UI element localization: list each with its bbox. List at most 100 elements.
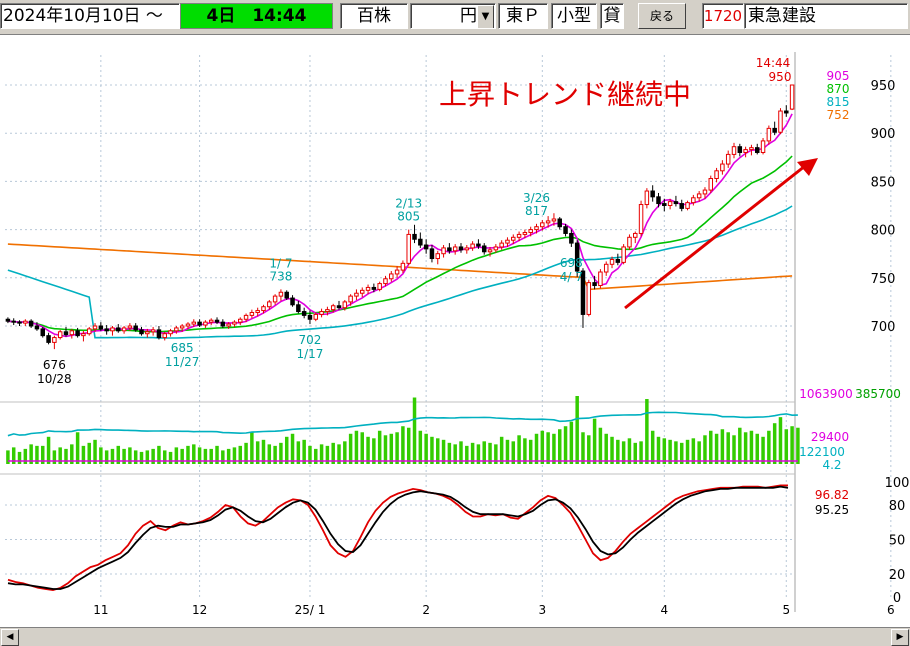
volume-bar: [726, 432, 730, 464]
volume-bar: [639, 441, 643, 464]
date-range-field[interactable]: 2024年10月10日 ～: [0, 3, 180, 29]
volume-bar: [75, 432, 80, 464]
ma-value-label: 752: [827, 108, 850, 122]
candle-down: [17, 321, 22, 324]
candle-down: [214, 319, 220, 323]
candle-up: [23, 320, 28, 324]
candle-up: [354, 292, 359, 297]
volume-bar: [505, 439, 510, 464]
ma-value-label: 905: [827, 69, 850, 83]
oscillator-tick-label: 20: [889, 568, 906, 583]
volume-bar: [633, 442, 637, 464]
volume-bar: [616, 439, 620, 464]
x-axis-label: 2: [422, 603, 430, 617]
oscillator-slow-line: [7, 485, 789, 590]
unit-field[interactable]: 百株: [340, 3, 408, 29]
period-time-display: 4日 14:44: [180, 3, 333, 29]
candle-up: [145, 331, 150, 335]
volume-bar: [168, 451, 173, 464]
volume-bar: [29, 444, 33, 464]
volume-bar: [674, 441, 678, 464]
volume-bar: [732, 435, 736, 464]
candle-down: [371, 286, 377, 290]
volume-bar: [157, 445, 161, 464]
candle-down: [336, 305, 342, 309]
volume-bar: [499, 436, 504, 464]
horizontal-scrollbar[interactable]: ◀ ▶: [0, 627, 910, 646]
exchange-field: 東Ｐ: [498, 3, 548, 29]
volume-bar: [389, 433, 394, 464]
low-annotation-price: 698: [560, 256, 583, 270]
volume-bar: [238, 445, 242, 464]
volume-bar: [685, 439, 690, 464]
x-axis-label: 12: [192, 603, 207, 617]
scroll-right-icon[interactable]: ▶: [891, 629, 909, 646]
low-annotation-date: 11/27: [165, 355, 200, 369]
volume-bar: [226, 448, 231, 464]
volume-bar: [598, 427, 603, 464]
volume-bar: [587, 435, 591, 464]
candle-up: [435, 253, 441, 260]
volume-bar: [139, 451, 144, 464]
candle-up: [383, 278, 388, 285]
candle-up: [638, 204, 644, 234]
high-annotation-price: 805: [397, 210, 420, 224]
volume-bar: [348, 433, 353, 464]
high-annotation-date: 1/ 7: [269, 256, 292, 270]
candle-up: [238, 318, 243, 323]
volume-bar: [215, 445, 219, 464]
candle-up: [534, 226, 539, 231]
volume-bar: [703, 435, 707, 464]
candle-up: [232, 321, 237, 325]
high-annotation-date: 2/13: [395, 197, 422, 211]
volume-bar: [790, 426, 794, 464]
volume-bar: [354, 430, 359, 464]
toolbar: 2024年10月10日 ～ 4日 14:44 百株 円 ▼ 東Ｐ 小型 貸 戻る…: [0, 0, 910, 35]
volume-bar: [412, 397, 417, 464]
volume-bar: [296, 441, 301, 464]
candle-up: [272, 295, 278, 303]
candle-down: [40, 328, 45, 337]
volume-bar: [645, 399, 649, 464]
candle-up: [150, 329, 156, 333]
currency-select[interactable]: 円 ▼: [410, 3, 496, 29]
candle-up: [702, 189, 708, 195]
volume-bar: [314, 448, 318, 464]
candle-up: [69, 330, 75, 336]
candle-up: [598, 271, 603, 287]
volume-bar: [250, 432, 254, 464]
volume-bar: [709, 430, 713, 464]
volume-bar: [650, 430, 655, 464]
candle-up: [168, 330, 173, 335]
volume-bar: [232, 447, 237, 464]
candle-up: [586, 282, 592, 315]
volume-bar: [174, 447, 179, 464]
volume-value-label: 1063900: [799, 387, 852, 401]
candle-up: [249, 312, 255, 316]
scroll-left-icon[interactable]: ◀: [1, 629, 19, 646]
candle-down: [481, 245, 487, 253]
company-name-field: 東急建設: [744, 3, 908, 29]
stock-code-field[interactable]: 1720: [702, 3, 744, 29]
chevron-down-icon[interactable]: ▼: [477, 5, 494, 28]
candle-up: [255, 310, 260, 314]
low-annotation-date: 10/28: [37, 372, 72, 386]
candle-down: [220, 321, 226, 327]
volume-bar: [604, 433, 608, 464]
ma5-line: [7, 113, 793, 338]
volume-bar: [761, 436, 765, 464]
candle-up: [110, 327, 115, 332]
volume-bar: [145, 450, 150, 464]
candle-up: [725, 153, 731, 165]
candle-up: [452, 246, 458, 252]
candle-up: [267, 301, 272, 308]
candle-down: [476, 243, 481, 247]
candle-up: [261, 306, 266, 312]
candle-down: [301, 311, 307, 316]
candle-down: [296, 304, 301, 313]
candle-up: [743, 149, 748, 153]
volume-bar: [372, 438, 376, 464]
candle-up: [203, 321, 208, 326]
back-button[interactable]: 戻る: [638, 3, 686, 29]
candle-up: [691, 197, 696, 204]
